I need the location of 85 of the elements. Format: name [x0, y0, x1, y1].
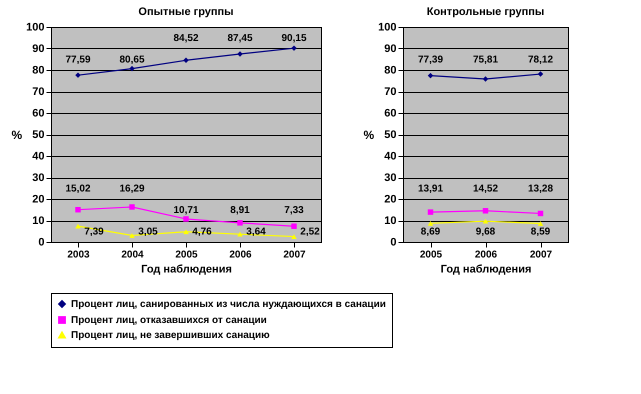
point [129, 66, 135, 72]
y-tick-label: 70 [384, 86, 396, 98]
point [291, 224, 297, 229]
data-label: 14,52 [472, 183, 498, 194]
y-tick-label: 60 [384, 108, 396, 120]
point [75, 72, 81, 78]
point [428, 209, 434, 215]
point [237, 220, 243, 226]
data-label: 78,12 [528, 54, 554, 66]
y-tick-label: 60 [32, 108, 44, 120]
y-tick-label: 50 [32, 129, 44, 141]
y-tick-label: 30 [384, 172, 396, 184]
y-tick-label: 10 [384, 215, 396, 227]
y-tick-label: 90 [32, 43, 44, 55]
chart-title: Контрольные группы [426, 6, 544, 18]
data-label: 80,65 [119, 54, 145, 66]
data-label: 87,45 [227, 32, 253, 44]
data-label: 84,52 [173, 32, 199, 44]
y-tick-label: 20 [32, 194, 44, 206]
y-tick-label: 0 [390, 236, 396, 248]
y-tick-label: 40 [384, 150, 396, 162]
x-tick-label: 2007 [283, 250, 306, 260]
data-label: 2,52 [300, 226, 320, 238]
data-label: 77,59 [65, 54, 91, 66]
y-tick-label: 100 [26, 22, 44, 34]
x-tick-label: 2006 [474, 250, 498, 260]
x-axis-title: Год наблюдения [141, 264, 232, 276]
point [482, 208, 488, 214]
point [129, 233, 135, 238]
y-tick-label: 50 [384, 129, 396, 141]
point [183, 58, 189, 64]
x-tick-label: 2004 [121, 250, 144, 260]
point [183, 229, 189, 234]
point [538, 210, 544, 216]
data-label: 8,59 [530, 226, 551, 238]
y-tick-label: 80 [32, 64, 44, 76]
point [183, 216, 189, 222]
x-tick-label: 2006 [229, 250, 252, 260]
data-label: 7,33 [284, 204, 304, 216]
y-tick-label: 100 [378, 22, 396, 34]
x-tick-label: 2005 [175, 250, 198, 260]
point [428, 220, 434, 226]
y-tick-label: 10 [32, 215, 44, 227]
y-tick-label: 90 [384, 43, 396, 55]
point [237, 232, 243, 237]
chart-title: Опытные группы [138, 6, 234, 18]
point [75, 224, 81, 228]
data-label: 8,91 [230, 204, 250, 216]
data-label: 75,81 [472, 54, 498, 66]
data-label: 3,64 [246, 226, 266, 238]
x-axis-title: Год наблюдения [440, 264, 532, 276]
legend-label: Процент лиц, не завершивших санацию [71, 330, 270, 341]
x-tick-label: 2003 [67, 250, 90, 260]
point [129, 204, 135, 210]
point [237, 51, 243, 57]
point [291, 234, 297, 239]
point [482, 76, 488, 82]
y-tick-label: 40 [32, 150, 44, 162]
point [75, 206, 81, 212]
data-label: 9,68 [476, 226, 496, 238]
x-tick-label: 2007 [530, 250, 553, 260]
point [538, 71, 544, 77]
data-label: 16,29 [119, 183, 145, 194]
point [428, 72, 434, 78]
y-tick-label: 30 [32, 172, 44, 184]
data-label: 13,91 [418, 183, 444, 194]
y-tick-label: 20 [384, 194, 396, 206]
point [291, 45, 297, 51]
point [538, 221, 544, 226]
y-axis-title: % [363, 128, 374, 142]
data-label: 7,39 [84, 226, 104, 238]
x-tick-label: 2005 [420, 250, 443, 260]
data-label: 13,28 [528, 183, 554, 194]
y-tick-label: 0 [38, 236, 44, 248]
data-label: 15,02 [65, 183, 91, 194]
data-label: 10,71 [173, 204, 199, 216]
legend-label: Процент лиц, санированных из числа нуждающихся в санации [71, 299, 386, 310]
legend-label: Процент лиц, отказавшихся от санации [71, 315, 267, 326]
data-label: 8,69 [420, 226, 441, 238]
y-tick-label: 70 [32, 86, 44, 98]
point [482, 218, 488, 224]
y-tick-label: 80 [384, 64, 396, 76]
y-axis-title: % [11, 128, 22, 142]
data-label: 90,15 [281, 32, 307, 44]
data-label: 77,39 [418, 54, 444, 66]
